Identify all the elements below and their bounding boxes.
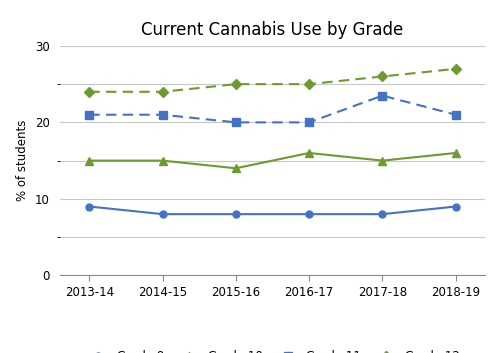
Title: Current Cannabis Use by Grade: Current Cannabis Use by Grade bbox=[142, 21, 404, 39]
Y-axis label: % of students: % of students bbox=[16, 120, 29, 201]
Legend: Grade 9, Grade 10, Grade 11, Grade 12: Grade 9, Grade 10, Grade 11, Grade 12 bbox=[80, 346, 464, 353]
